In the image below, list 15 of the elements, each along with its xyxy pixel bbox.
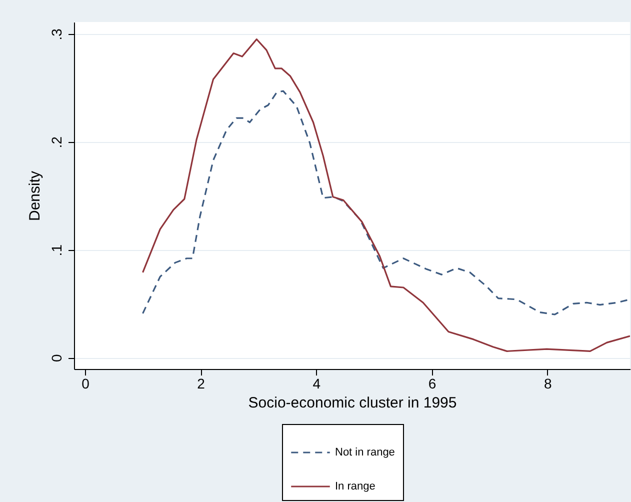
x-tick-label: 6 (428, 376, 436, 392)
x-axis-title: Socio-economic cluster in 1995 (248, 394, 457, 412)
x-tick-label: 8 (544, 376, 552, 392)
legend-label: In range (335, 480, 376, 492)
y-tick-label: .2 (48, 136, 64, 148)
y-tick-label: 0 (48, 354, 64, 362)
x-tick-label: 0 (82, 376, 90, 392)
x-tick-label: 4 (312, 376, 321, 392)
line-series (142, 90, 630, 316)
y-tick-label: .3 (48, 28, 64, 40)
legend-label: Not in range (335, 446, 395, 458)
y-tick-label: .1 (48, 244, 64, 256)
x-tick-label: 2 (197, 376, 206, 392)
line-series (142, 38, 630, 352)
y-axis-title: Density (26, 170, 44, 222)
